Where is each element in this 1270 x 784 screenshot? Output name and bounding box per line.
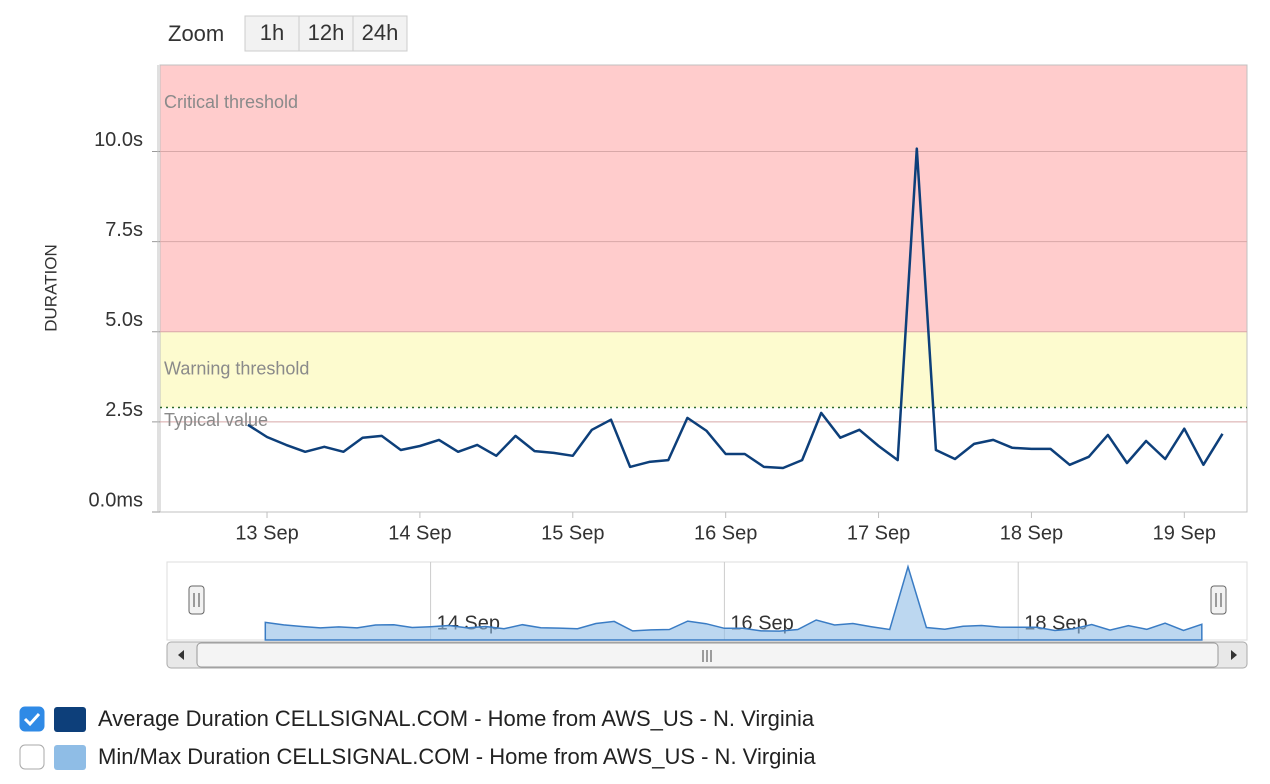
scrollbar-grip — [702, 650, 712, 662]
legend-swatch — [54, 745, 86, 770]
legend-swatch — [54, 707, 86, 732]
plot-border — [159, 64, 1248, 513]
plot-band-label: Critical threshold — [164, 92, 298, 112]
zoom-button-label: 24h — [362, 20, 399, 45]
x-tick-label: 13 Sep — [235, 522, 298, 544]
navigator-series: 14 Sep 16 Sep 18 Sep — [264, 562, 1203, 641]
plot-area: Critical threshold Warning threshold 0.0ms… — [89, 64, 1248, 544]
zoom-label: Zoom — [168, 21, 224, 46]
zoom-button[interactable] — [352, 15, 408, 52]
y-tick-label: 10.0s — [94, 129, 143, 151]
legend-label: Average Duration CELLSIGNAL.COM - Home f… — [98, 706, 815, 731]
plot-band — [160, 65, 1247, 332]
navigator-handle[interactable] — [1210, 585, 1227, 615]
zoom-button-label: 12h — [308, 20, 345, 45]
y-tick-label: 0.0ms — [89, 489, 143, 511]
zoom-button-label: 1h — [260, 20, 284, 45]
scroll-left[interactable] — [178, 650, 184, 660]
x-tick-label: 17 Sep — [847, 522, 910, 544]
legend: Average Duration CELLSIGNAL.COM - Home f… — [19, 706, 816, 770]
navigator — [166, 561, 1248, 669]
y-tick-label: 7.5s — [105, 219, 143, 241]
x-tick-label: 14 Sep — [388, 522, 451, 544]
legend-checkbox[interactable] — [19, 744, 45, 770]
x-tick-label: 18 Sep — [1000, 522, 1063, 544]
handle-grip — [1215, 593, 1222, 607]
x-tick-label: 15 Sep — [541, 522, 604, 544]
checkmark — [23, 712, 41, 727]
zoom-button[interactable] — [244, 15, 300, 52]
legend-label: Min/Max Duration CELLSIGNAL.COM - Home f… — [98, 744, 816, 769]
zoom-buttons: 1h 12h 24h — [244, 15, 408, 52]
x-tick-label: 16 Sep — [694, 522, 757, 544]
legend-checkbox[interactable] — [19, 706, 45, 732]
scroll-right[interactable] — [1231, 650, 1237, 660]
handle-grip — [193, 593, 200, 607]
zoom-button[interactable] — [298, 15, 354, 52]
y-axis-title: DURATION — [41, 244, 60, 332]
y-tick-label: 2.5s — [105, 399, 143, 421]
plot-band-label: Warning threshold — [164, 359, 309, 379]
plot-line-label: Typical value — [164, 410, 268, 430]
navigator-handle[interactable] — [188, 585, 205, 615]
x-tick-label: 19 Sep — [1153, 522, 1216, 544]
navigator-handles — [188, 585, 1227, 615]
plot-band — [160, 331, 1247, 408]
y-tick-label: 5.0s — [105, 309, 143, 331]
series-line — [247, 147, 1224, 470]
navigator-area — [264, 564, 1203, 641]
